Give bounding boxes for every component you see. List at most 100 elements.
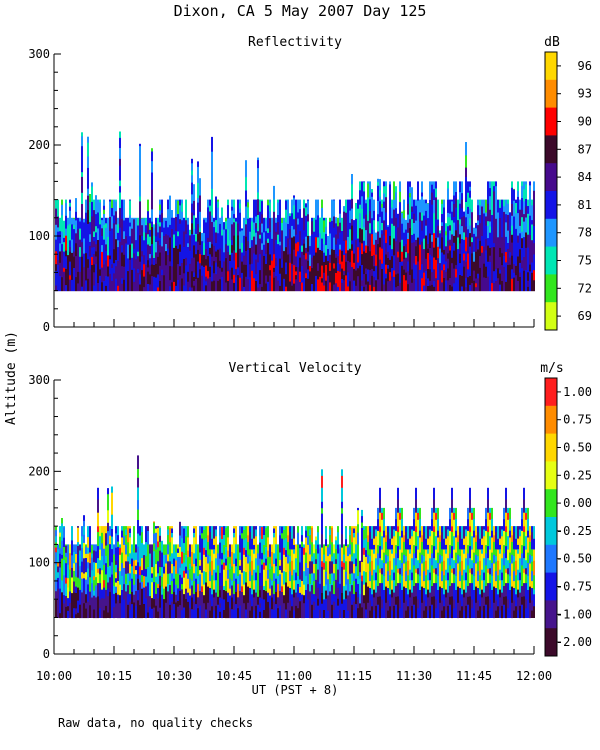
echo-cell — [213, 579, 215, 590]
echo-cell — [461, 192, 463, 200]
echo-cell — [365, 202, 367, 215]
echo-cell — [523, 270, 525, 279]
echo-cell — [273, 572, 275, 582]
echo-cell — [101, 569, 103, 579]
echo-cell — [85, 602, 87, 609]
echo-cell — [149, 264, 151, 275]
echo-cell — [463, 589, 465, 598]
echo-cell — [365, 571, 367, 583]
echo-cell — [73, 256, 75, 268]
echo-cell — [65, 199, 67, 204]
echo-cell — [439, 283, 441, 292]
echo-cell — [175, 245, 177, 262]
echo-cell — [309, 240, 311, 247]
echo-cell — [449, 577, 451, 586]
echo-cell — [289, 215, 291, 230]
echo-cell — [245, 176, 247, 191]
echo-cell — [353, 536, 355, 554]
echo-cell — [161, 283, 163, 292]
echo-cell — [523, 531, 525, 547]
echo-cell — [459, 191, 461, 204]
echo-cell — [293, 596, 295, 611]
echo-cell — [121, 581, 123, 590]
echo-cell — [291, 251, 293, 264]
echo-cell — [489, 519, 491, 537]
echo-cell — [297, 526, 299, 533]
echo-cell — [511, 541, 513, 555]
echo-cell — [193, 528, 195, 533]
echo-cell — [171, 532, 173, 538]
echo-cell — [209, 539, 211, 550]
echo-cell — [459, 218, 461, 225]
echo-cell — [403, 586, 405, 603]
echo-cell — [99, 549, 101, 561]
echo-cell — [357, 509, 359, 525]
echo-cell — [353, 552, 355, 564]
echo-cell — [321, 487, 323, 502]
echo-cell — [165, 250, 167, 266]
echo-cell — [449, 585, 451, 597]
echo-cell — [309, 590, 311, 603]
echo-cell — [283, 584, 285, 596]
echo-cell — [295, 544, 297, 549]
echo-cell — [321, 207, 323, 218]
echo-cell — [279, 258, 281, 274]
echo-cell — [183, 217, 185, 225]
echo-cell — [137, 578, 139, 591]
echo-cell — [111, 486, 113, 493]
echo-cell — [119, 547, 121, 555]
echo-cell — [231, 544, 233, 552]
echo-cell — [447, 212, 449, 218]
echo-cell — [127, 572, 129, 586]
echo-cell — [283, 547, 285, 555]
echo-cell — [201, 538, 203, 551]
echo-cell — [133, 552, 135, 561]
echo-cell — [489, 261, 491, 271]
x-tick-label: 10:30 — [156, 669, 192, 683]
echo-cell — [205, 600, 207, 610]
echo-cell — [513, 215, 515, 230]
colorbar-swatch — [545, 378, 557, 407]
echo-cell — [519, 592, 521, 606]
echo-cell — [367, 541, 369, 555]
echo-cell — [365, 529, 367, 539]
echo-cell — [453, 181, 455, 190]
echo-cell — [185, 588, 187, 600]
echo-cell — [89, 245, 91, 257]
echo-cell — [417, 230, 419, 238]
echo-cell — [427, 268, 429, 279]
echo-cell — [313, 601, 315, 610]
echo-cell — [309, 560, 311, 574]
echo-cell — [97, 498, 99, 508]
echo-cell — [437, 575, 439, 582]
echo-cell — [159, 244, 161, 253]
echo-cell — [209, 253, 211, 267]
echo-cell — [449, 284, 451, 292]
footnote: Raw data, no quality checks — [58, 716, 254, 730]
echo-cell — [189, 270, 191, 288]
echo-cell — [85, 199, 87, 202]
echo-cell — [333, 593, 335, 602]
echo-cell — [121, 199, 123, 209]
echo-cell — [429, 259, 431, 270]
echo-cell — [487, 489, 489, 500]
echo-cell — [475, 282, 477, 288]
echo-cell — [377, 577, 379, 586]
echo-cell — [303, 243, 305, 256]
echo-cell — [281, 229, 283, 238]
echo-cell — [321, 250, 323, 266]
echo-cell — [487, 225, 489, 239]
echo-cell — [147, 605, 149, 613]
echo-cell — [485, 199, 487, 213]
echo-cell — [95, 550, 97, 563]
echo-cell — [333, 544, 335, 554]
echo-cell — [55, 526, 57, 531]
echo-cell — [341, 501, 343, 509]
echo-cell — [61, 263, 63, 278]
echo-cell — [139, 534, 141, 552]
echo-cell — [199, 211, 201, 228]
echo-cell — [457, 223, 459, 238]
echo-cell — [347, 610, 349, 619]
echo-cell — [469, 582, 471, 597]
echo-cell — [95, 263, 97, 279]
